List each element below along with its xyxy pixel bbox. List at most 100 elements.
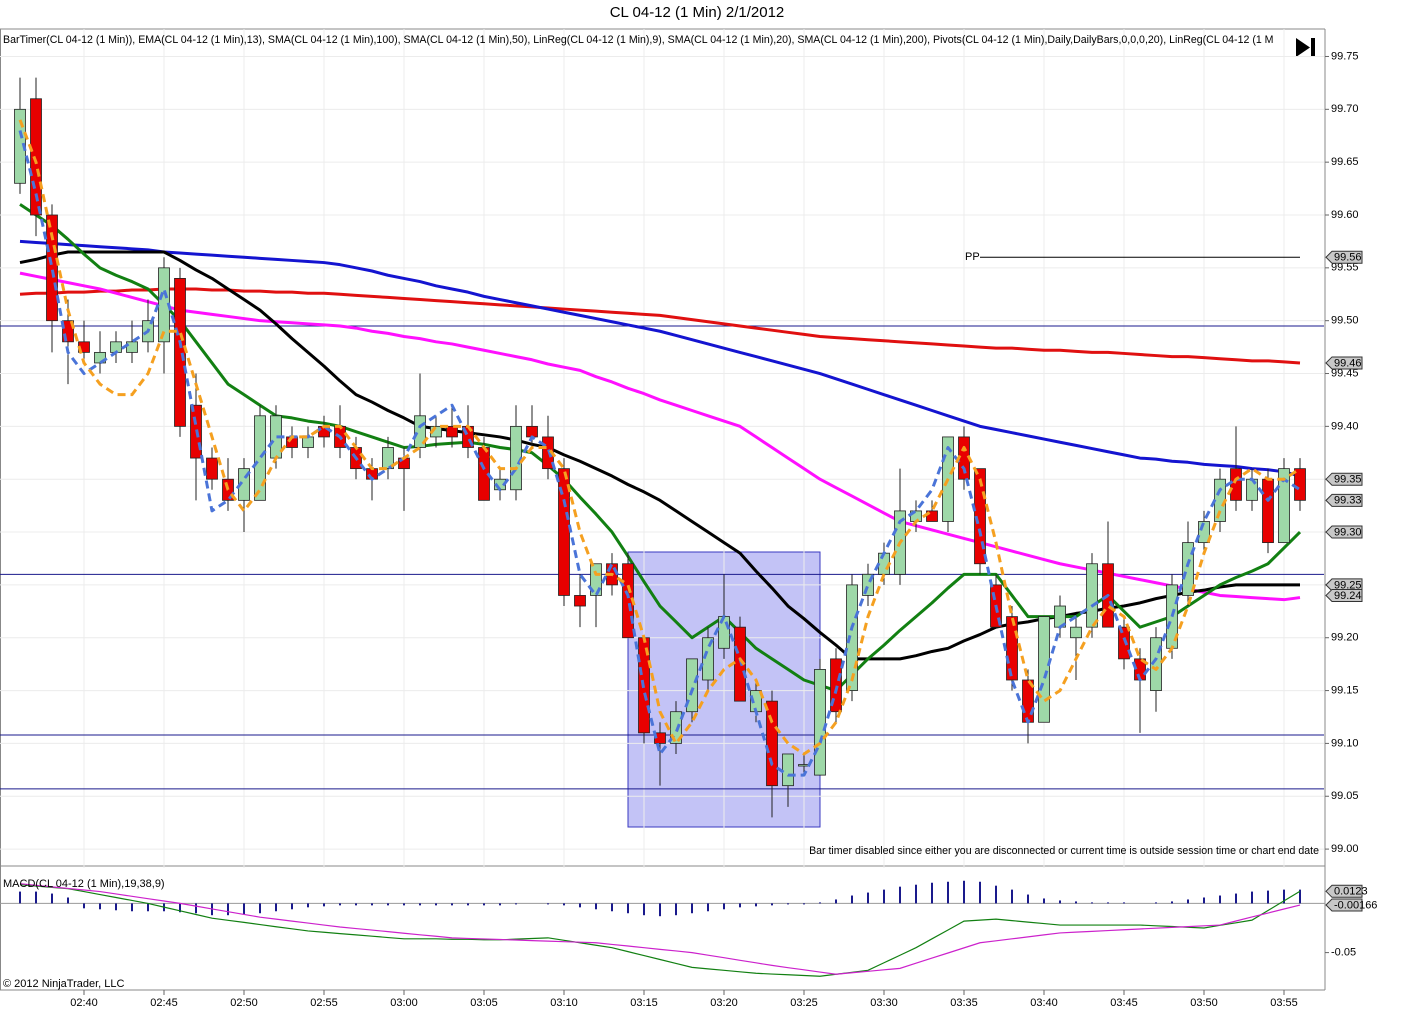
- candle-body: [846, 584, 858, 691]
- play-triangle: [1296, 38, 1310, 57]
- candle-body: [702, 637, 714, 681]
- x-tick-label: 03:15: [630, 997, 658, 1009]
- y-tick-label: 99.20: [1331, 632, 1359, 644]
- macd-title: MACD(CL 04-12 (1 Min),19,38,9): [3, 878, 165, 890]
- x-tick-label: 03:20: [710, 997, 738, 1009]
- pivot-label: PP: [965, 251, 980, 263]
- play-icon[interactable]: [1296, 38, 1315, 57]
- candle-body: [446, 425, 458, 438]
- bar-timer-note: Bar timer disabled since either you are …: [809, 845, 1319, 857]
- candle-body: [1150, 637, 1162, 691]
- candle-body: [1086, 563, 1098, 628]
- price-marker-label: 99.56: [1334, 252, 1362, 264]
- price-marker: [1325, 588, 1363, 602]
- price-marker-label: 99.24: [1334, 590, 1362, 602]
- candle-body: [1118, 626, 1130, 660]
- price-marker: [1325, 525, 1363, 539]
- candle-body: [670, 711, 682, 744]
- macd-line: [19, 883, 1301, 975]
- indicator-header: BarTimer(CL 04-12 (1 Min)), EMA(CL 04-12…: [3, 34, 1274, 46]
- price-marker: [1325, 356, 1363, 370]
- x-tick-label: 03:00: [390, 997, 418, 1009]
- y-tick-label: 99.70: [1331, 103, 1359, 115]
- candle-body: [1230, 468, 1242, 501]
- copyright: © 2012 NinjaTrader, LLC: [3, 978, 124, 990]
- price-marker-label: 99.30: [1334, 526, 1362, 538]
- price-marker-label: 99.33: [1334, 495, 1362, 507]
- candle-body: [782, 753, 794, 787]
- average-line: [19, 239, 1301, 478]
- x-tick-label: 03:50: [1190, 997, 1218, 1009]
- candle-body: [1278, 468, 1290, 544]
- x-tick-label: 02:45: [150, 997, 178, 1009]
- candle-body: [254, 415, 266, 501]
- candle-body: [1006, 616, 1018, 681]
- y-tick-label: 99.15: [1331, 684, 1359, 696]
- candle-body: [590, 563, 602, 596]
- candle-body: [126, 341, 138, 353]
- linreg-line: [18, 130, 1301, 777]
- candle-body: [414, 415, 426, 448]
- candle-body: [382, 447, 394, 470]
- candle-body: [1262, 478, 1274, 544]
- y-tick-label: 99.50: [1331, 315, 1359, 327]
- candle-body: [830, 658, 842, 713]
- candle-body: [1038, 616, 1050, 723]
- x-tick-label: 02:50: [230, 997, 258, 1009]
- x-tick-label: 03:25: [790, 997, 818, 1009]
- price-marker: [1325, 493, 1363, 507]
- candle-body: [974, 468, 986, 565]
- y-tick-label: 99.75: [1331, 50, 1359, 62]
- x-tick-label: 02:55: [310, 997, 338, 1009]
- x-tick-label: 02:40: [70, 997, 98, 1009]
- price-marker-label: 0.0123: [1334, 886, 1368, 898]
- average-line: [19, 287, 1301, 365]
- candle-body: [686, 658, 698, 713]
- price-marker-label: 99.46: [1334, 357, 1362, 369]
- candle-body: [174, 278, 186, 427]
- y-tick-label: -0.05: [1331, 947, 1356, 959]
- candle-body: [1070, 626, 1082, 639]
- x-tick-label: 03:55: [1270, 997, 1298, 1009]
- candle-body: [1182, 542, 1194, 596]
- plot: [0, 29, 1324, 868]
- price-marker-label: 99.25: [1334, 579, 1362, 591]
- x-tick-label: 03:45: [1110, 997, 1138, 1009]
- y-tick-label: 99.45: [1331, 367, 1359, 379]
- price-marker-label: 99.35: [1334, 474, 1362, 486]
- price-marker-label: -0.00166: [1334, 899, 1377, 911]
- linreg-line: [18, 119, 1301, 756]
- price-marker: [1325, 472, 1363, 486]
- x-tick-label: 03:10: [550, 997, 578, 1009]
- x-tick-label: 03:40: [1030, 997, 1058, 1009]
- candle-body: [302, 436, 314, 448]
- y-tick-label: 99.60: [1331, 209, 1359, 221]
- candle-body: [814, 669, 826, 776]
- y-tick-label: 99.05: [1331, 790, 1359, 802]
- y-tick-label: 99.00: [1331, 843, 1359, 855]
- candle-body: [766, 700, 778, 787]
- candle-body: [206, 457, 218, 480]
- y-tick-label: 99.10: [1331, 737, 1359, 749]
- x-tick-label: 03:30: [870, 997, 898, 1009]
- candle-body: [1294, 468, 1306, 501]
- macd-line: [19, 884, 1301, 977]
- candle-body: [62, 320, 74, 343]
- candle-body: [46, 214, 58, 322]
- candle-body: [574, 595, 586, 607]
- chart-title: CL 04-12 (1 Min) 2/1/2012: [610, 4, 785, 21]
- price-marker: [1325, 898, 1363, 912]
- x-tick-label: 03:05: [470, 997, 498, 1009]
- candle-body: [30, 98, 42, 216]
- y-tick-label: 99.65: [1331, 156, 1359, 168]
- x-tick-label: 03:35: [950, 997, 978, 1009]
- price-marker: [1325, 250, 1363, 264]
- candle-body: [862, 573, 874, 596]
- play-bar: [1311, 38, 1315, 57]
- y-tick-label: 99.40: [1331, 420, 1359, 432]
- candle-body: [1198, 521, 1210, 544]
- y-tick-label: 99.55: [1331, 262, 1359, 274]
- candle-body: [526, 425, 538, 438]
